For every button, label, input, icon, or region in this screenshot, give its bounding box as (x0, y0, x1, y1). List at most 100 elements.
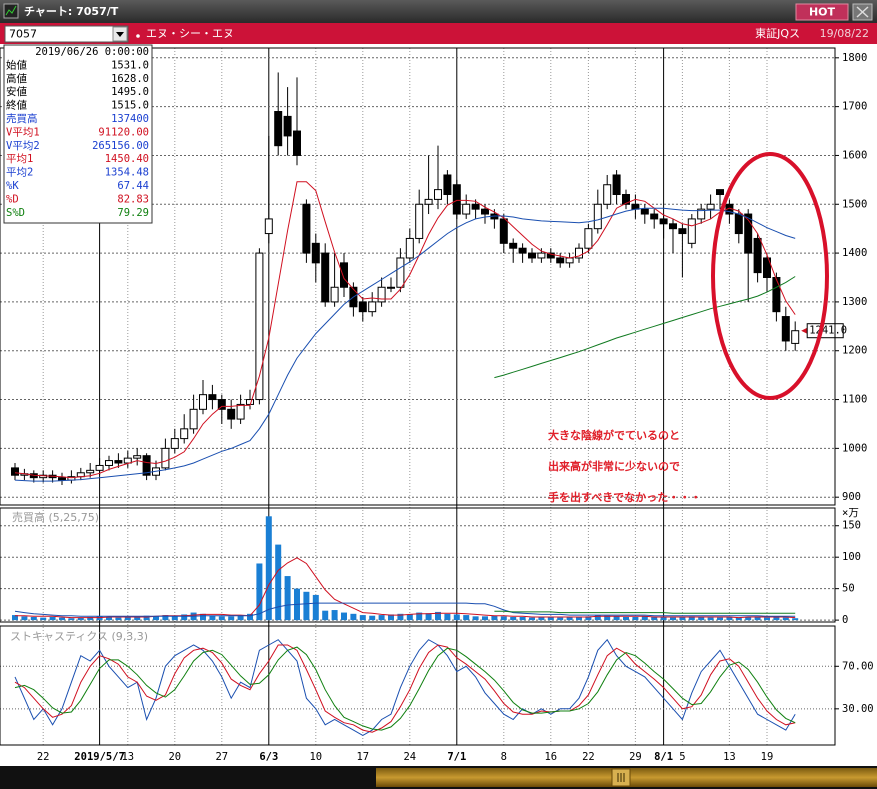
volume-bar (660, 616, 667, 621)
info-value: 265156.00 (92, 140, 149, 152)
candle-body (537, 252, 546, 259)
hot-button[interactable] (795, 3, 849, 21)
volume-bar (707, 617, 714, 621)
candle-body (716, 189, 724, 196)
volume-bar (181, 614, 188, 621)
volume-bar (209, 615, 216, 621)
company-name: エヌ・シー・エヌ (146, 27, 234, 40)
info-label: S%D (6, 207, 25, 219)
hot-label[interactable]: HOT (809, 6, 836, 19)
candle-body (631, 203, 640, 210)
x-tick-label: 5 (679, 751, 685, 763)
candle-body (678, 228, 687, 235)
x-tick-label: 16 (544, 751, 557, 763)
info-label: V平均2 (6, 140, 40, 152)
code-input[interactable] (4, 25, 129, 43)
series-line (14, 646, 796, 731)
candle-body (791, 330, 800, 344)
candle-body (377, 286, 386, 303)
y-tick-label: 70.00 (842, 660, 874, 672)
candle-body (565, 257, 574, 264)
candle-body (142, 455, 151, 476)
volume-bar (247, 613, 253, 621)
x-tick-label: 8 (501, 751, 507, 763)
y-tick-label: 1300 (842, 296, 867, 308)
volume-bar (359, 615, 366, 621)
candle-body (199, 394, 207, 410)
highlight-ellipse (711, 152, 829, 400)
series-line (14, 644, 796, 733)
x-tick-label: 22 (582, 751, 595, 763)
volume-bar (745, 616, 752, 621)
candle-body (415, 203, 424, 239)
candle-body (471, 203, 480, 210)
volume-bar (322, 610, 329, 621)
candle-body (509, 242, 518, 249)
volume-bar (792, 618, 799, 621)
candle-body (170, 438, 179, 449)
candle-body (255, 252, 264, 401)
candle-body (424, 198, 433, 205)
volume-bar (529, 617, 535, 621)
y-tick-label: 1800 (842, 52, 867, 64)
volume-bar (576, 616, 582, 621)
volume-bar (68, 618, 75, 621)
unit-label: ×万 (842, 507, 859, 519)
x-tick-label: 8/1 (654, 751, 673, 763)
volume-bar (59, 617, 65, 621)
info-label: %D (6, 193, 19, 205)
code-text[interactable]: 7057 (9, 28, 37, 41)
y-tick-label: 1600 (842, 149, 867, 161)
info-label: 平均1 (6, 153, 33, 165)
candle-body (274, 111, 283, 147)
volume-bar (406, 614, 413, 621)
candle-body (753, 237, 762, 274)
candle-body (593, 203, 602, 230)
candle-body (227, 408, 236, 420)
volume-bar (49, 616, 56, 621)
volume-bar (688, 616, 695, 621)
volume-bar (96, 616, 103, 621)
dropdown-arrow (116, 32, 124, 37)
x-tick-label: 13 (723, 751, 736, 763)
candle-body (283, 115, 292, 137)
y-tick-label: 900 (842, 491, 861, 503)
candle-body (584, 228, 593, 249)
volume-bar (547, 616, 554, 621)
candle-body (452, 184, 461, 215)
volume-bar (632, 616, 639, 621)
volume-bar (237, 615, 244, 621)
y-tick-label: 100 (842, 551, 861, 563)
volume-bar (764, 617, 770, 621)
info-label: 始値 (6, 58, 27, 71)
volume-bar (275, 544, 282, 621)
candle-body (161, 447, 170, 469)
info-value: 137400 (111, 113, 149, 125)
candle-body (340, 262, 348, 288)
candle-body (86, 469, 95, 474)
market: 東証JQス (755, 27, 800, 40)
candle-body (189, 408, 198, 430)
status-dot (136, 34, 140, 38)
candle-body (58, 477, 66, 481)
x-tick-label: 27 (215, 751, 228, 763)
candle-body (697, 208, 706, 220)
candle-body (264, 218, 273, 235)
volume-bar (717, 617, 723, 621)
volume-bar (218, 616, 225, 621)
volume-bar (472, 616, 479, 621)
volume-bar (378, 615, 385, 621)
volume-bar (566, 616, 573, 621)
volume-bar (500, 616, 507, 621)
volume-bar (519, 616, 526, 621)
candle-body (622, 194, 630, 205)
x-tick-label: 7/1 (447, 751, 466, 763)
volume-bar (30, 616, 37, 621)
x-tick-label: 29 (629, 751, 642, 763)
info-frame (3, 44, 153, 224)
candle-body (434, 189, 442, 200)
candle-body (236, 403, 245, 420)
window-title: チャート: 7057/T (24, 5, 119, 18)
series-line (14, 181, 796, 479)
